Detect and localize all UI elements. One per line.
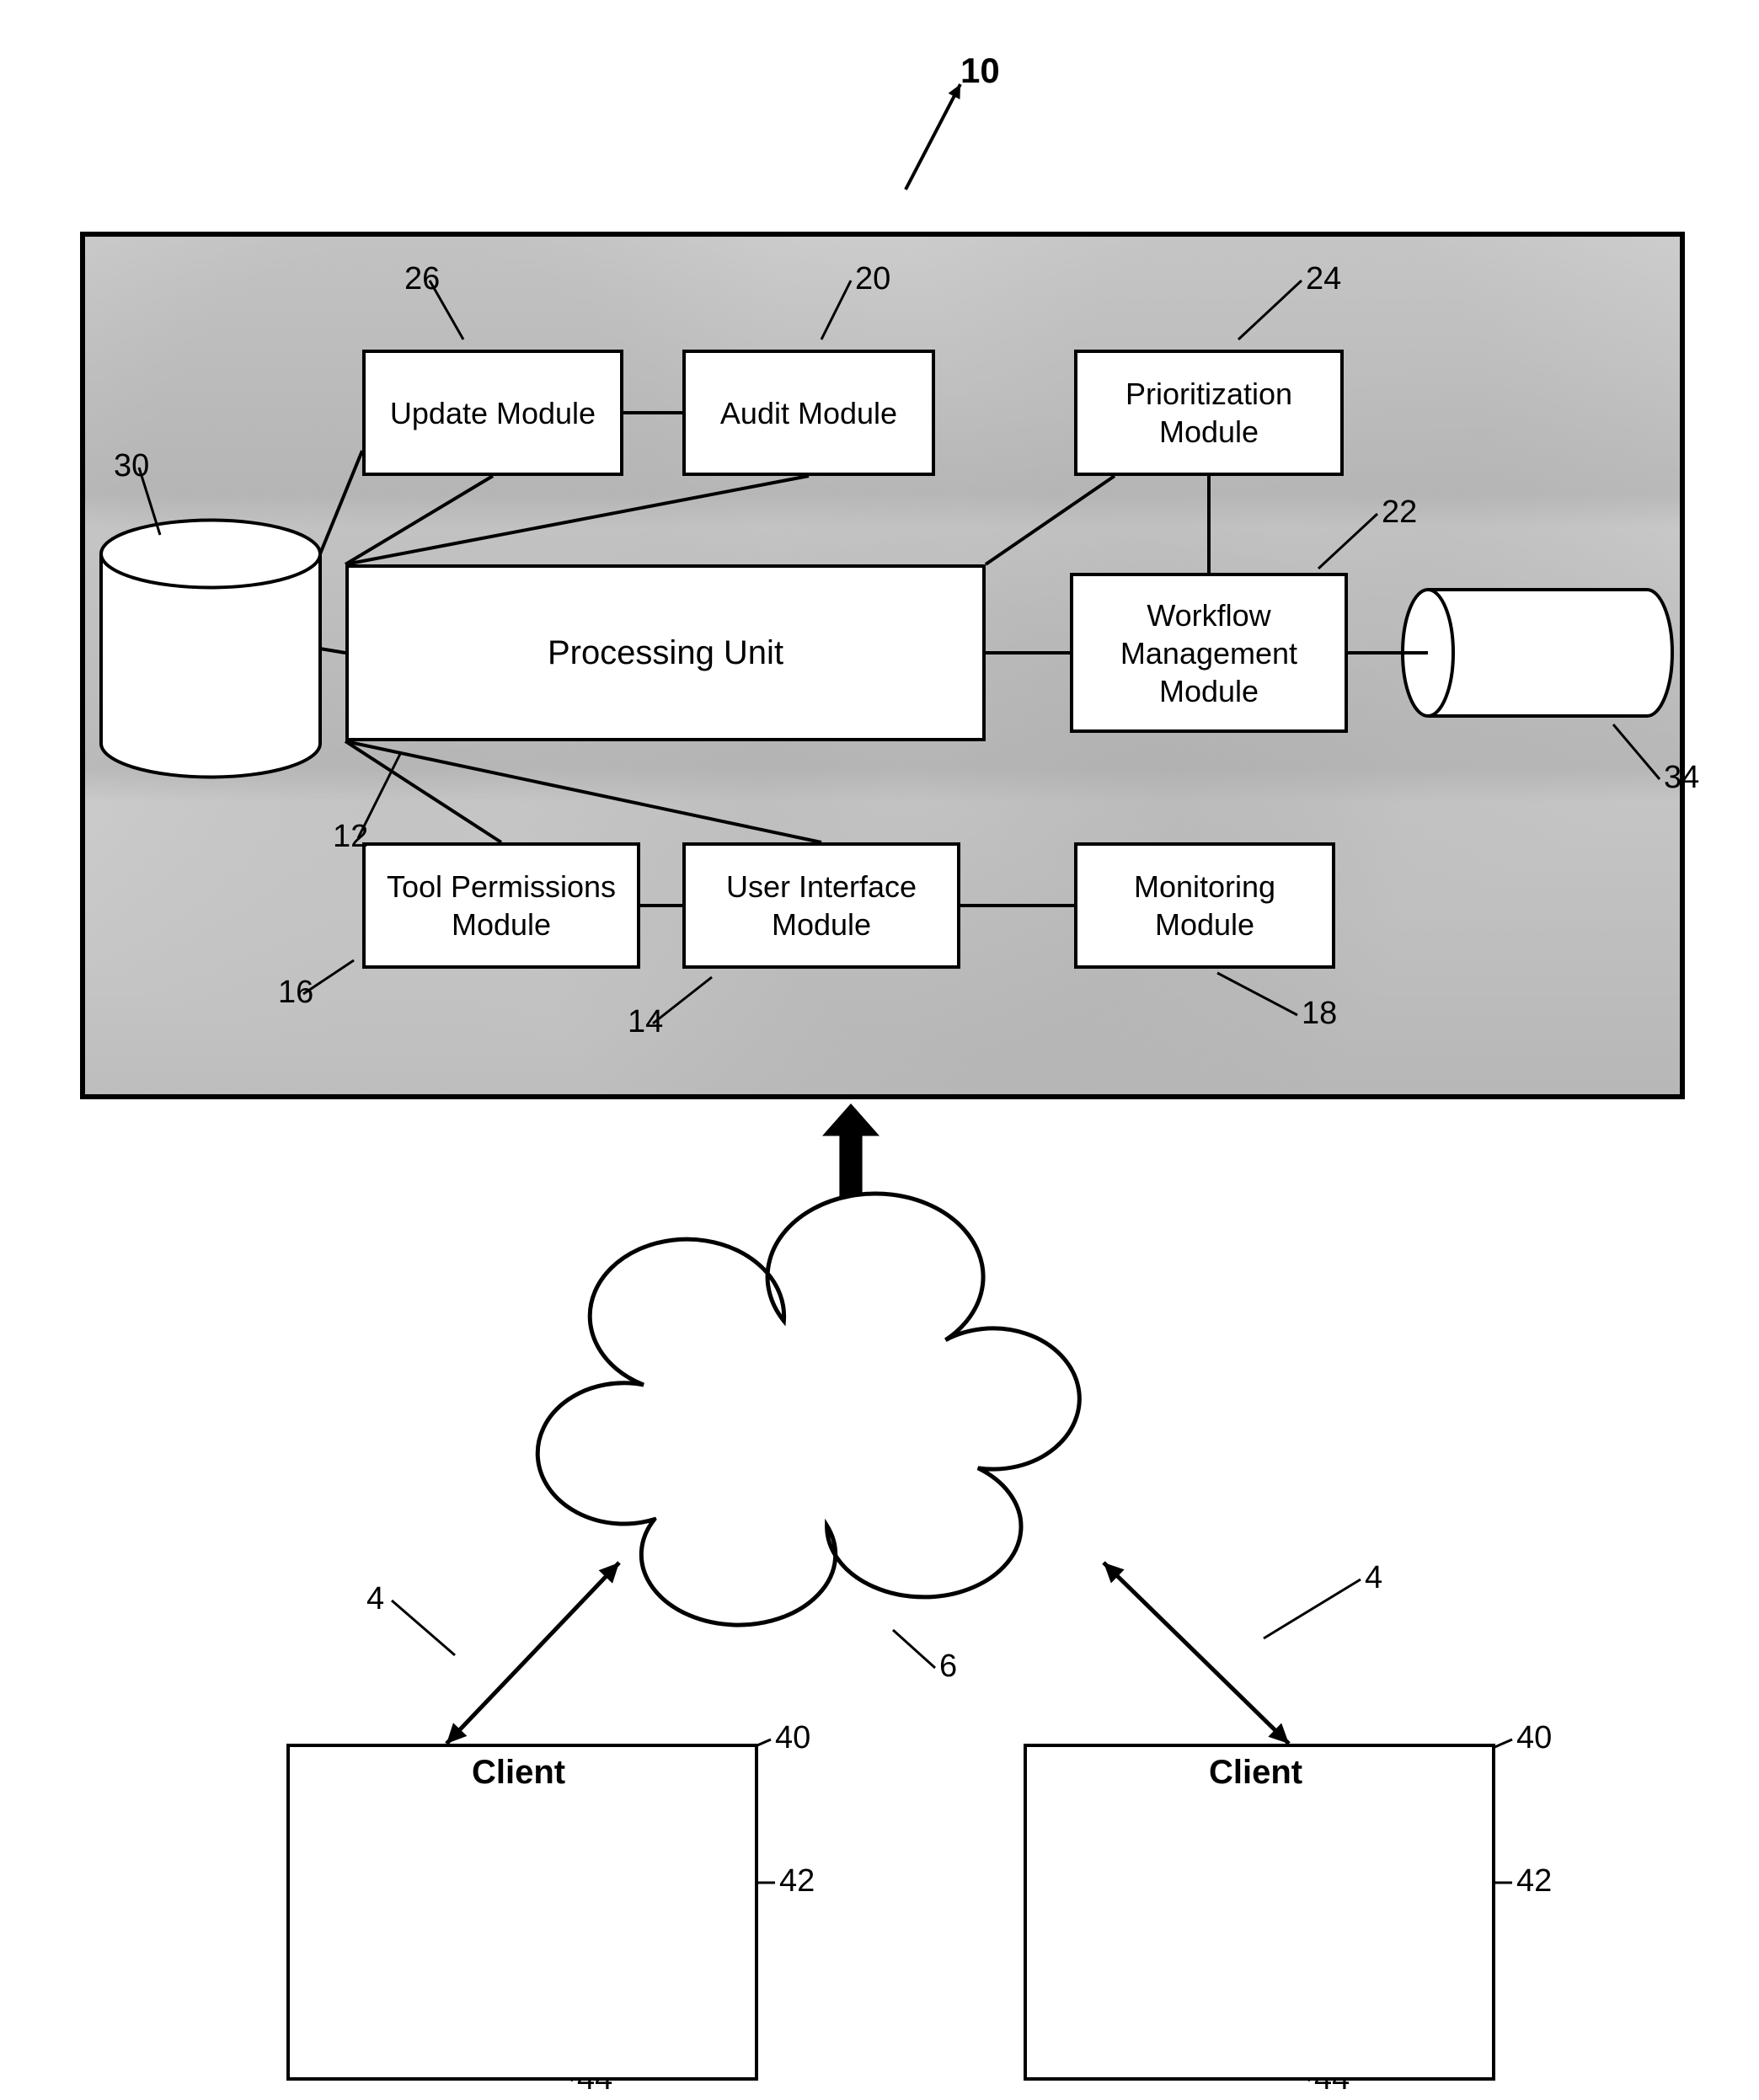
svg-text:40: 40 [775, 1720, 810, 1755]
processing-unit-label: Processing Unit [548, 632, 783, 674]
tool-permissions-module-label: Tool Permissions Module [376, 868, 627, 943]
user-interface-module-label: User Interface Module [696, 868, 947, 943]
audit-module-box: Audit Module [682, 350, 935, 476]
svg-text:4: 4 [366, 1581, 384, 1616]
network-cloud-label: Network [767, 1424, 926, 1470]
update-module-label: Update Module [390, 394, 596, 432]
workflow-module-label: Workflow Management Module [1083, 596, 1334, 710]
prioritization-module-box: Prioritization Module [1074, 350, 1344, 476]
svg-text:42: 42 [1516, 1863, 1552, 1899]
client-left-box [286, 1744, 758, 2081]
audit-module-label: Audit Module [720, 394, 897, 432]
monitoring-module-box: Monitoring Module [1074, 842, 1335, 969]
svg-text:42: 42 [779, 1863, 815, 1899]
svg-text:4: 4 [1365, 1560, 1382, 1595]
svg-text:6: 6 [939, 1648, 957, 1684]
listing-label: Listing [1478, 634, 1571, 671]
client-right-box [1024, 1744, 1495, 2081]
diagram-canvas: Update Module Audit Module Prioritizatio… [0, 0, 1759, 2100]
update-module-box: Update Module [362, 350, 623, 476]
client-right-label: Client [1209, 1754, 1302, 1792]
workflow-module-box: Workflow Management Module [1070, 573, 1348, 733]
svg-text:40: 40 [1516, 1720, 1552, 1755]
processing-unit-box: Processing Unit [345, 564, 986, 741]
database-label: Database [135, 640, 272, 676]
prioritization-module-label: Prioritization Module [1088, 375, 1330, 451]
figure-number: 10 [960, 51, 1000, 91]
user-interface-module-box: User Interface Module [682, 842, 960, 969]
tool-permissions-module-box: Tool Permissions Module [362, 842, 640, 969]
client-left-label: Client [472, 1754, 565, 1792]
monitoring-module-label: Monitoring Module [1088, 868, 1322, 943]
